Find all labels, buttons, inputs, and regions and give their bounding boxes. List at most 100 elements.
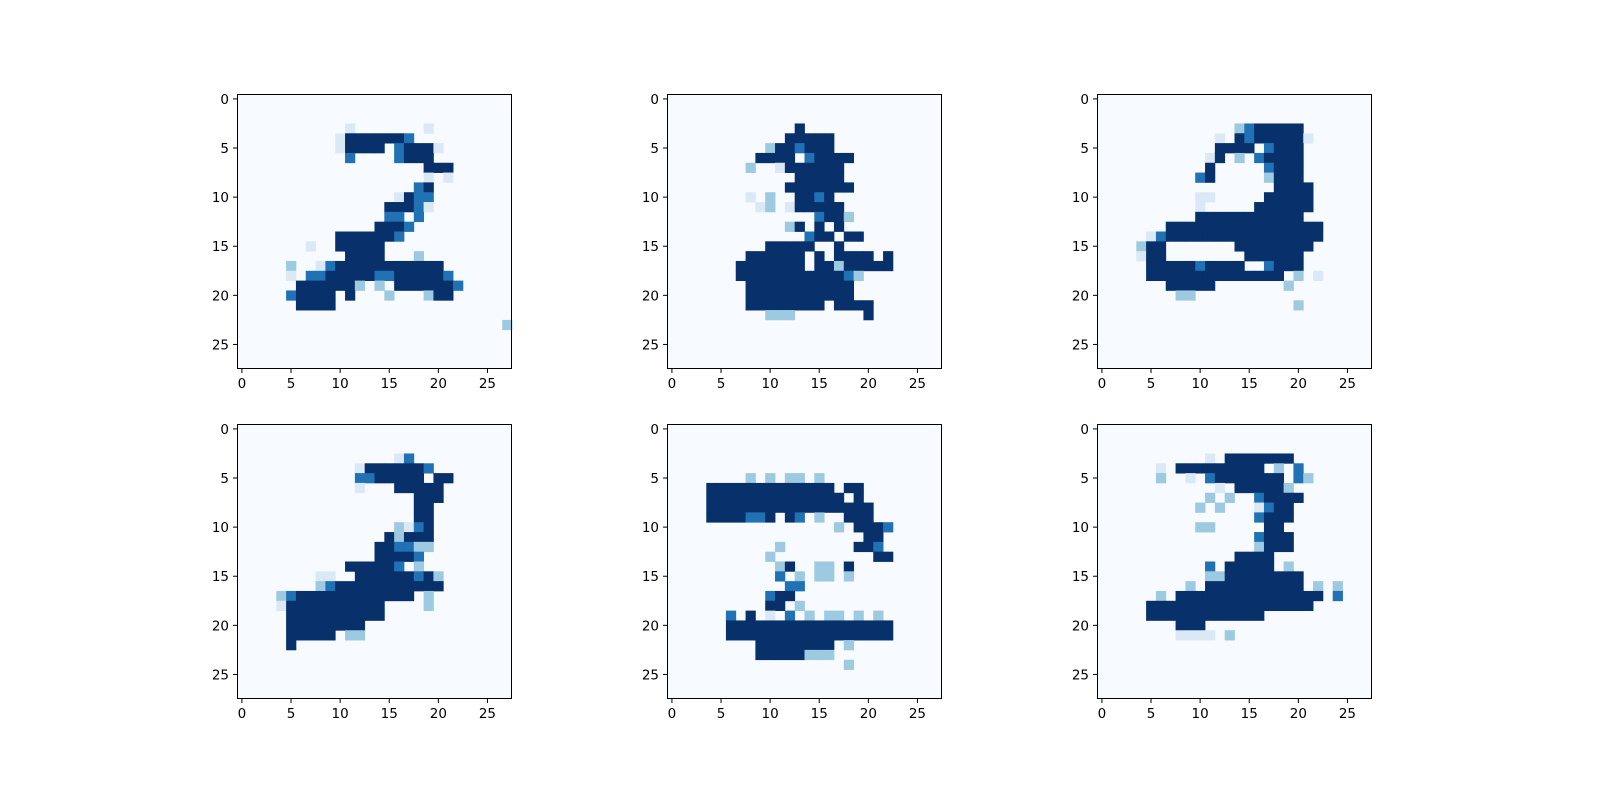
heatmap-cell: [443, 280, 454, 291]
heatmap-cell: [1244, 610, 1255, 621]
heatmap-cell: [1254, 133, 1265, 144]
heatmap-cell: [1146, 600, 1157, 612]
heatmap-cell: [725, 620, 737, 631]
heatmap-cell: [843, 280, 855, 291]
heatmap-cell: [413, 152, 425, 164]
heatmap-cell: [1214, 152, 1226, 164]
x-tick-label: 0: [668, 706, 677, 722]
heatmap-cell: [1175, 620, 1186, 631]
heatmap-cell: [765, 502, 776, 513]
heatmap-cell: [286, 630, 297, 641]
heatmap-cell: [804, 502, 815, 513]
heatmap-cell: [374, 231, 385, 242]
heatmap-cell: [364, 463, 375, 474]
heatmap-cell: [364, 133, 375, 144]
heatmap-cell: [305, 241, 316, 252]
heatmap-cell: [453, 280, 464, 291]
heatmap-cell: [1273, 581, 1285, 592]
heatmap-cell: [286, 590, 297, 602]
heatmap-cell: [775, 492, 786, 503]
heatmap-cell: [794, 182, 805, 193]
heatmap-cell: [443, 270, 454, 282]
heatmap-cell: [716, 482, 727, 494]
heatmap-cell: [394, 152, 405, 164]
heatmap-cell: [325, 290, 336, 301]
heatmap-cell: [354, 571, 366, 582]
heatmap-cell: [364, 571, 375, 582]
heatmap-cell: [735, 620, 746, 631]
heatmap-cell: [1273, 260, 1285, 272]
axes-frame: [667, 94, 942, 369]
heatmap-cell: [784, 620, 796, 631]
heatmap-cell: [423, 512, 434, 523]
heatmap-cell: [335, 280, 346, 291]
heatmap-cell: [1283, 133, 1294, 144]
x-tick-label: 0: [238, 376, 247, 392]
heatmap-cell: [1195, 202, 1206, 213]
heatmap-cell: [1254, 600, 1265, 612]
heatmap-cell: [403, 473, 415, 484]
heatmap-cell: [423, 182, 434, 193]
heatmap-cell: [853, 300, 864, 311]
heatmap-cell: [394, 590, 405, 602]
heatmap-cell: [374, 133, 385, 144]
heatmap-cell: [1283, 202, 1294, 213]
heatmap-cell: [354, 280, 366, 291]
heatmap-cell: [716, 502, 727, 513]
heatmap-cell: [814, 300, 825, 311]
heatmap-cell: [1234, 133, 1245, 144]
heatmap-cell: [804, 231, 815, 242]
heatmap-cell: [784, 590, 796, 602]
heatmap-cell: [305, 280, 316, 291]
heatmap-cell: [384, 581, 395, 592]
heatmap-cell: [423, 280, 434, 291]
heatmap-cell: [784, 561, 796, 572]
heatmap-cell: [335, 581, 346, 592]
heatmap-cell: [1244, 143, 1255, 154]
heatmap-cell: [305, 600, 316, 612]
heatmap-cell: [1234, 260, 1245, 272]
heatmap-cell: [814, 620, 825, 631]
x-tick-label: 20: [860, 706, 877, 722]
heatmap-cell: [1254, 270, 1265, 282]
heatmap-cell: [433, 143, 444, 154]
heatmap-cell: [833, 502, 845, 513]
heatmap-cell: [784, 221, 796, 232]
heatmap-cell: [1303, 192, 1314, 203]
heatmap-cell: [794, 512, 805, 523]
heatmap-cell: [315, 290, 326, 301]
heatmap-cell: [1263, 231, 1275, 242]
heatmap-cell: [873, 260, 884, 272]
heatmap-cell: [1283, 260, 1294, 272]
x-tick-label: 15: [1241, 706, 1258, 722]
heatmap-cell: [735, 482, 746, 494]
heatmap-cell: [725, 492, 737, 503]
heatmap-cell: [1185, 590, 1196, 602]
heatmap-cell: [1263, 251, 1275, 262]
heatmap-cell: [1205, 231, 1216, 242]
heatmap-cell: [1195, 630, 1206, 641]
heatmap-cell: [725, 630, 737, 641]
heatmap-cell: [1263, 270, 1275, 282]
heatmap-cell: [374, 463, 385, 474]
heatmap-cell: [345, 290, 356, 301]
heatmap-cell: [1283, 162, 1294, 173]
heatmap-cell: [1293, 590, 1304, 602]
heatmap-cell: [775, 600, 786, 612]
heatmap-cell: [873, 620, 884, 631]
heatmap-cell: [1214, 133, 1226, 144]
heatmap-cell: [755, 512, 766, 523]
heatmap-cell: [423, 532, 434, 543]
heatmap-cell: [502, 319, 513, 331]
heatmap-cell: [824, 482, 835, 494]
heatmap-cell: [1273, 522, 1285, 533]
heatmap-cell: [325, 590, 336, 602]
x-tick-label: 5: [287, 706, 296, 722]
heatmap-cell: [286, 270, 297, 282]
heatmap-cell: [784, 280, 796, 291]
heatmap-cell: [384, 270, 395, 282]
heatmap-cell: [804, 649, 815, 661]
heatmap-cell: [873, 551, 884, 562]
heatmap-cell: [745, 482, 756, 494]
